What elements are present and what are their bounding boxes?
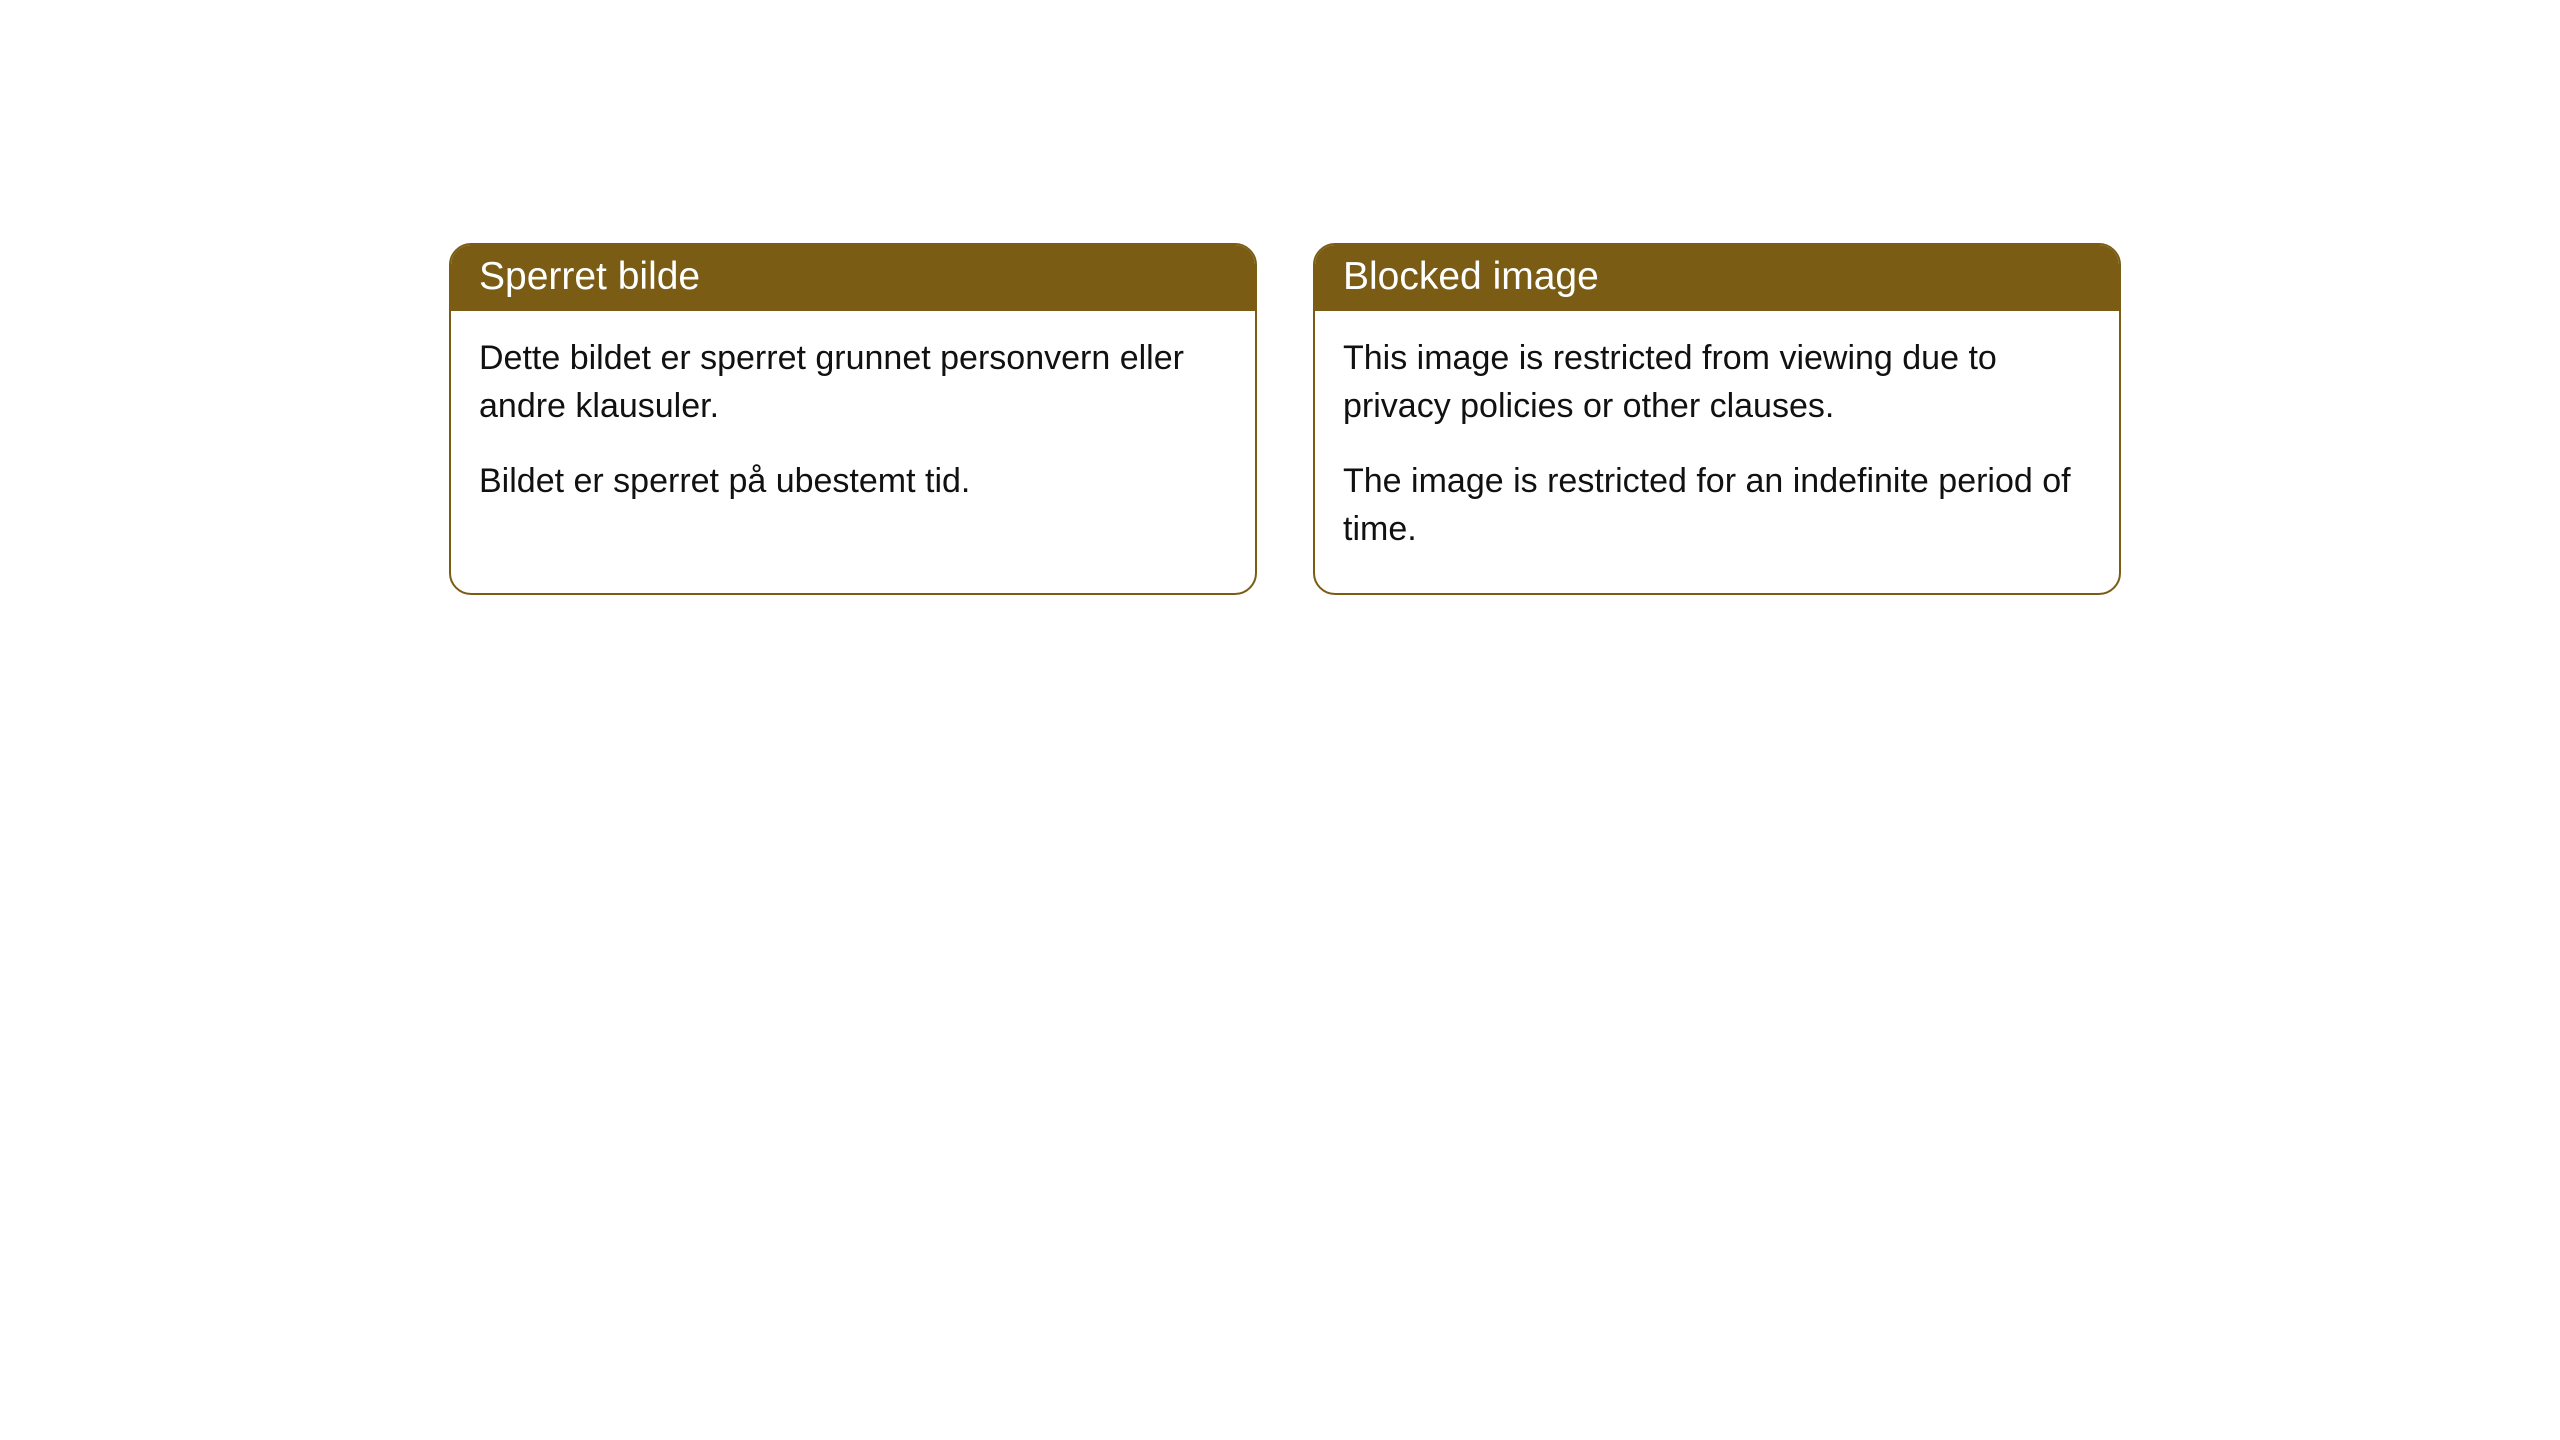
card-body: This image is restricted from viewing du…	[1315, 311, 2119, 593]
card-header: Sperret bilde	[451, 245, 1255, 311]
card-header: Blocked image	[1315, 245, 2119, 311]
card-paragraph: Dette bildet er sperret grunnet personve…	[479, 335, 1227, 430]
card-title: Sperret bilde	[479, 255, 700, 298]
card-title: Blocked image	[1343, 255, 1599, 298]
card-body: Dette bildet er sperret grunnet personve…	[451, 311, 1255, 546]
card-paragraph: The image is restricted for an indefinit…	[1343, 458, 2091, 553]
notice-cards-container: Sperret bilde Dette bildet er sperret gr…	[449, 243, 2121, 595]
card-paragraph: This image is restricted from viewing du…	[1343, 335, 2091, 430]
notice-card-norwegian: Sperret bilde Dette bildet er sperret gr…	[449, 243, 1257, 595]
card-paragraph: Bildet er sperret på ubestemt tid.	[479, 458, 1227, 506]
notice-card-english: Blocked image This image is restricted f…	[1313, 243, 2121, 595]
